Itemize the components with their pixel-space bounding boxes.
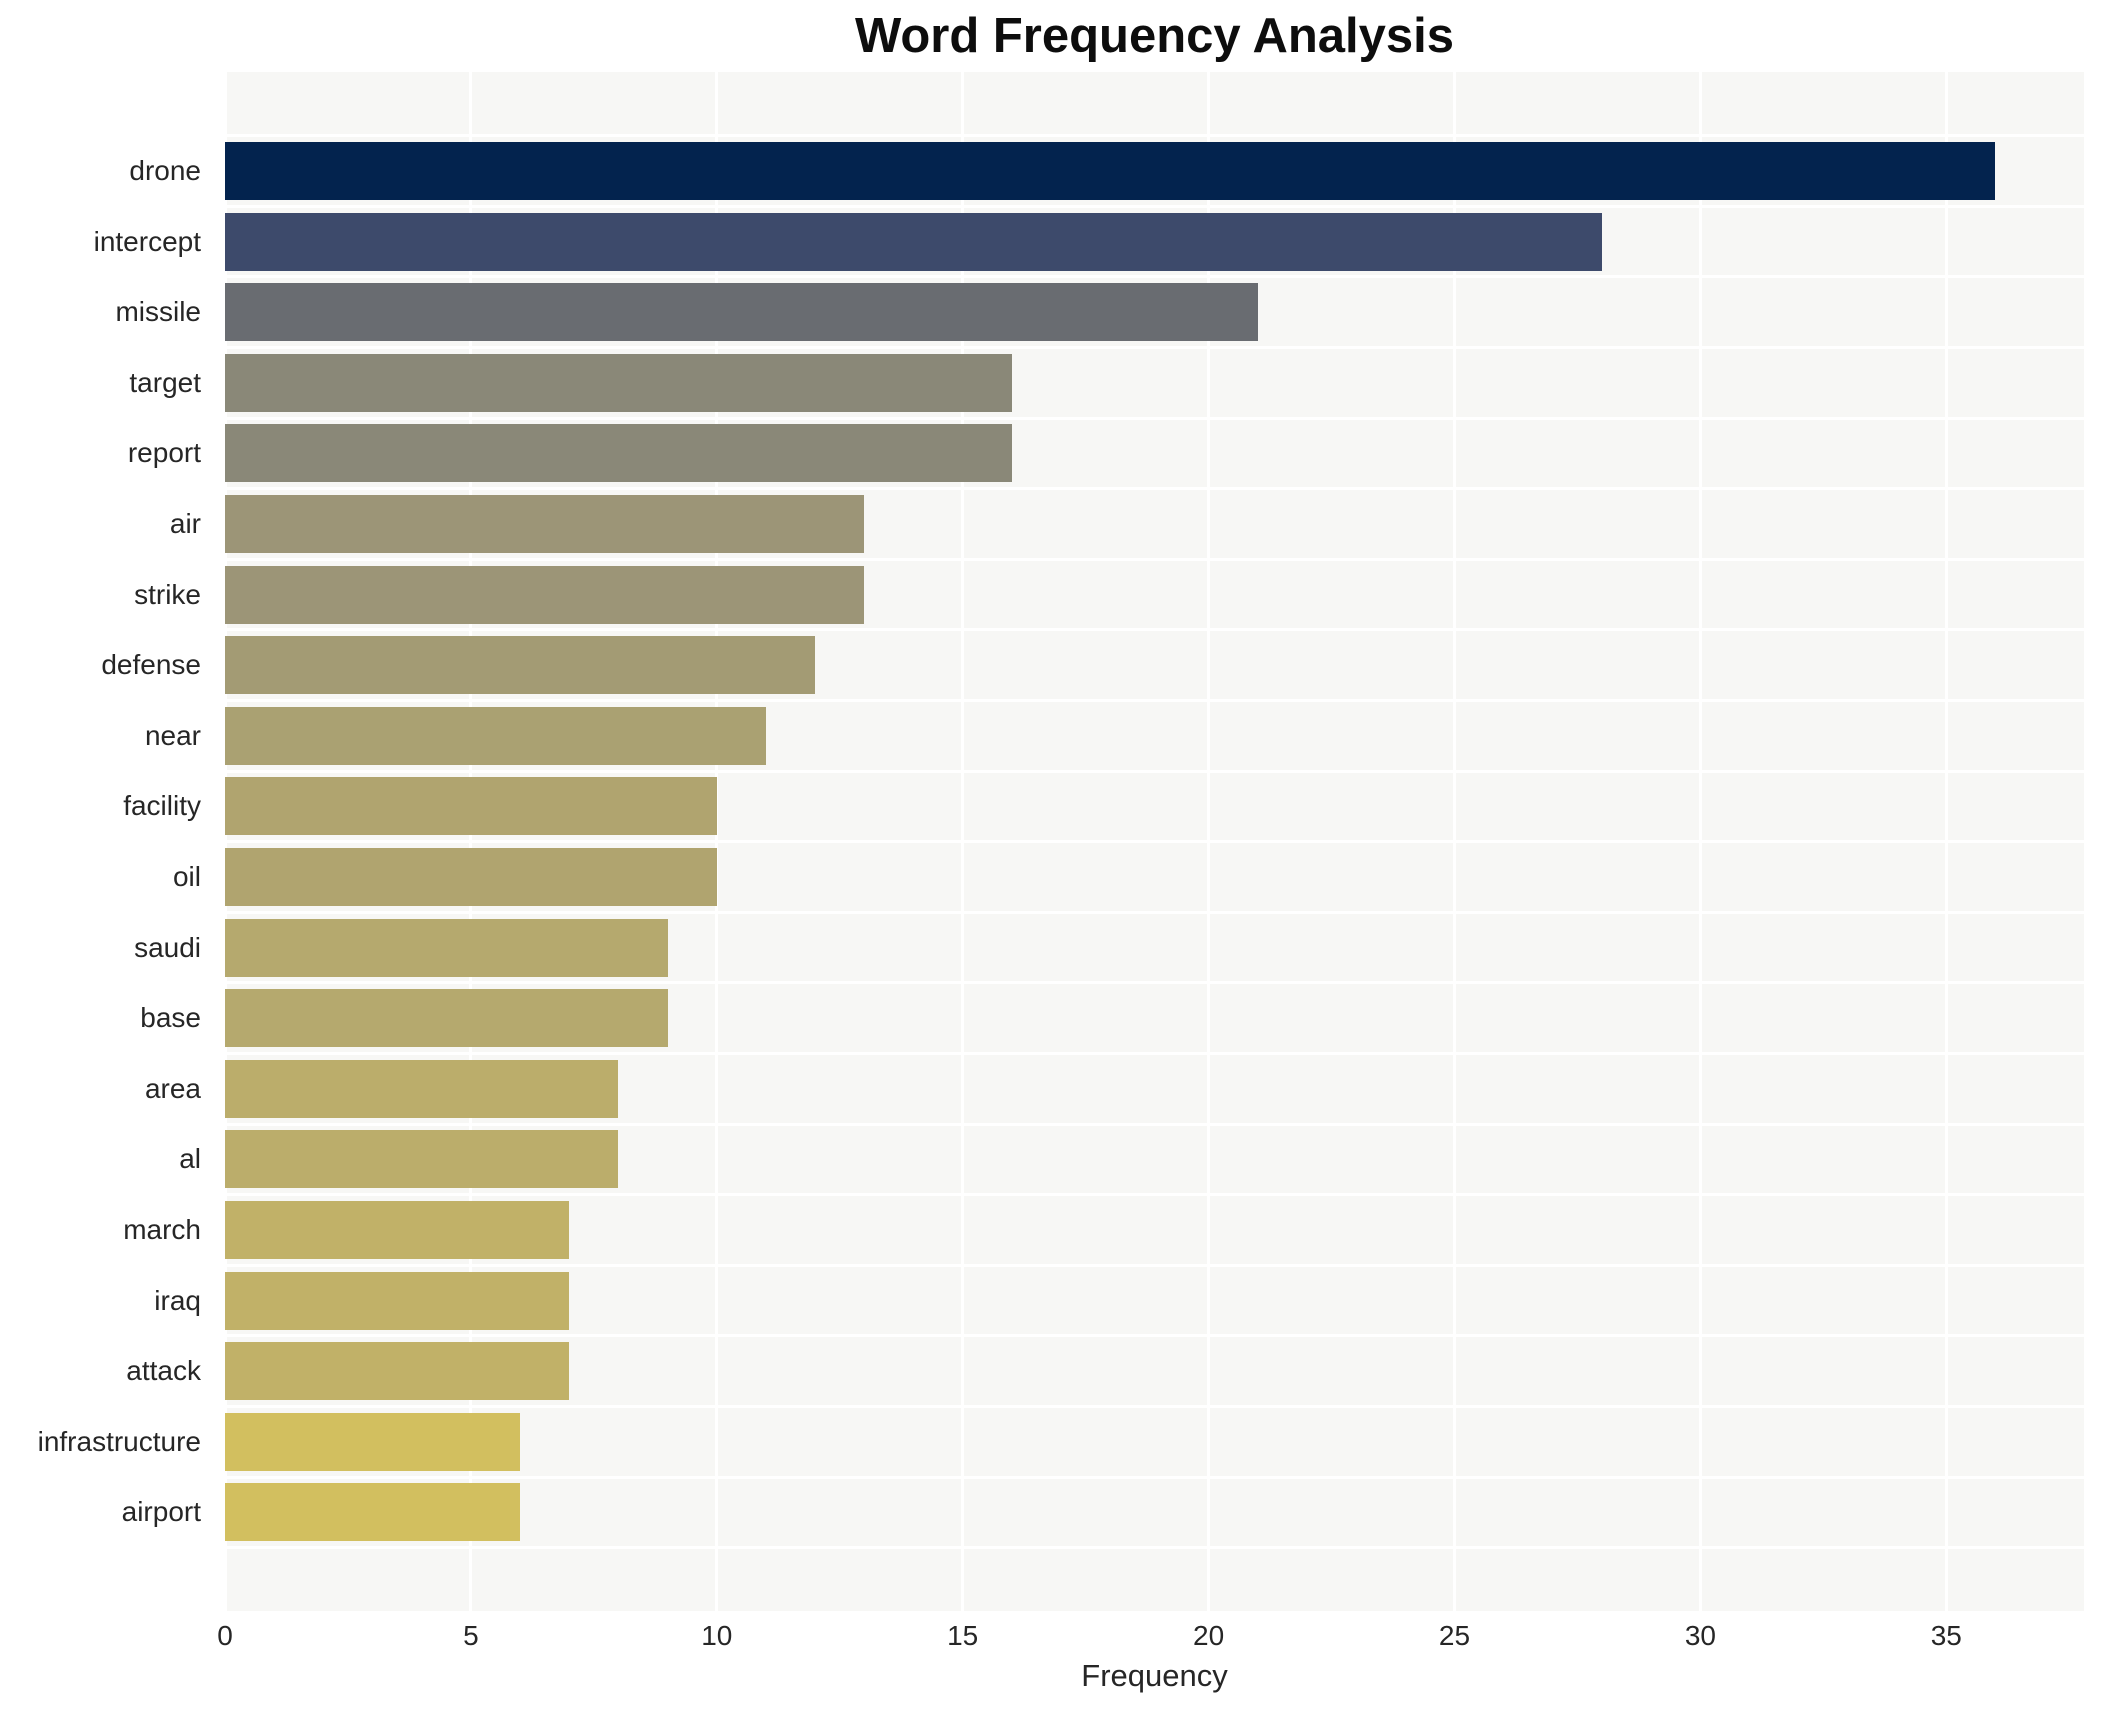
h-gridline [225,981,2084,985]
bar-facility [225,777,717,836]
x-tick-label: 35 [1930,1620,1962,1651]
x-tick-label: 15 [947,1620,979,1651]
v-gridline [715,72,719,1611]
v-gridline [1452,72,1456,1611]
category-label-drone: drone [129,155,201,186]
v-gridline [469,72,473,1611]
h-gridline [225,910,2084,914]
h-gridline [225,628,2084,632]
h-gridline [225,134,2084,138]
h-gridline [225,1334,2084,1338]
category-label-infrastructure: infrastructure [37,1425,201,1457]
x-axis-ticks: 0 5 10 15 20 25 30 35 [217,1620,2084,1658]
bar-infrastructure [225,1412,521,1471]
x-tick-label: 20 [1193,1620,1225,1651]
bar-al [225,1130,619,1189]
h-gridline [225,557,2084,561]
x-tick-label: 30 [1684,1620,1716,1651]
v-gridline [1698,72,1702,1611]
h-gridline [225,1052,2084,1055]
y-axis-labels: drone intercept missile target report air stri… [0,72,213,1611]
category-label-oil: oil [172,861,201,892]
category-label-defense: defense [101,649,201,681]
bar-saudi [225,918,668,977]
category-label-area: area [144,1072,201,1104]
chart-title: Word Frequency Analysis [854,9,1455,63]
category-label-base: base [140,1002,201,1034]
bar-air [225,495,865,553]
category-label-target: target [129,366,201,398]
category-label-missile: missile [115,296,201,328]
h-gridline [225,346,2084,349]
h-gridline [225,1546,2084,1550]
category-label-intercept: intercept [93,225,201,257]
h-gridline [225,416,2084,420]
category-label-near: near [144,719,201,751]
bar-intercept [225,212,1603,271]
h-gridline [225,699,2084,702]
category-label-saudi: saudi [134,931,201,963]
h-gridline [225,204,2084,208]
category-label-air: air [169,508,201,539]
category-label-facility: facility [123,790,201,822]
bar-area [225,1059,619,1118]
v-gridline [961,72,965,1611]
h-gridline [225,1405,2084,1408]
category-label-march: march [123,1214,201,1245]
bar-near [225,706,766,765]
h-gridline [225,275,2084,279]
category-label-airport: airport [121,1496,201,1528]
h-gridline [225,840,2084,844]
v-gridline [1944,72,1948,1611]
h-gridline [225,1263,2084,1267]
category-label-attack: attack [126,1355,201,1387]
category-label-report: report [127,437,201,469]
bar-target [225,353,1012,412]
category-label-strike: strike [134,578,201,610]
bar-missile [225,283,1258,342]
x-axis-title: Frequency [1081,1658,1228,1693]
v-gridline [223,72,227,1611]
h-gridline [225,769,2084,773]
h-gridline [225,1122,2084,1126]
bar-march [225,1201,570,1259]
x-tick-label: 0 [217,1620,233,1651]
bar-defense [225,636,816,695]
v-gridline [1207,72,1211,1611]
bar-report [225,424,1012,483]
h-gridline [225,1475,2084,1479]
bar-base [225,989,668,1048]
bar-attack [225,1342,570,1401]
x-tick-label: 10 [701,1620,733,1651]
bar-iraq [225,1271,570,1330]
bar-oil [225,848,717,906]
category-label-iraq: iraq [154,1284,201,1316]
bar-airport [225,1483,521,1542]
h-gridline [225,487,2084,491]
h-gridline [225,1193,2084,1197]
bar-drone [225,142,1996,200]
x-tick-label: 25 [1438,1620,1471,1651]
plot-area [223,72,2084,1611]
x-tick-label: 5 [463,1620,479,1651]
category-label-al: al [179,1143,201,1175]
bar-strike [225,565,865,624]
